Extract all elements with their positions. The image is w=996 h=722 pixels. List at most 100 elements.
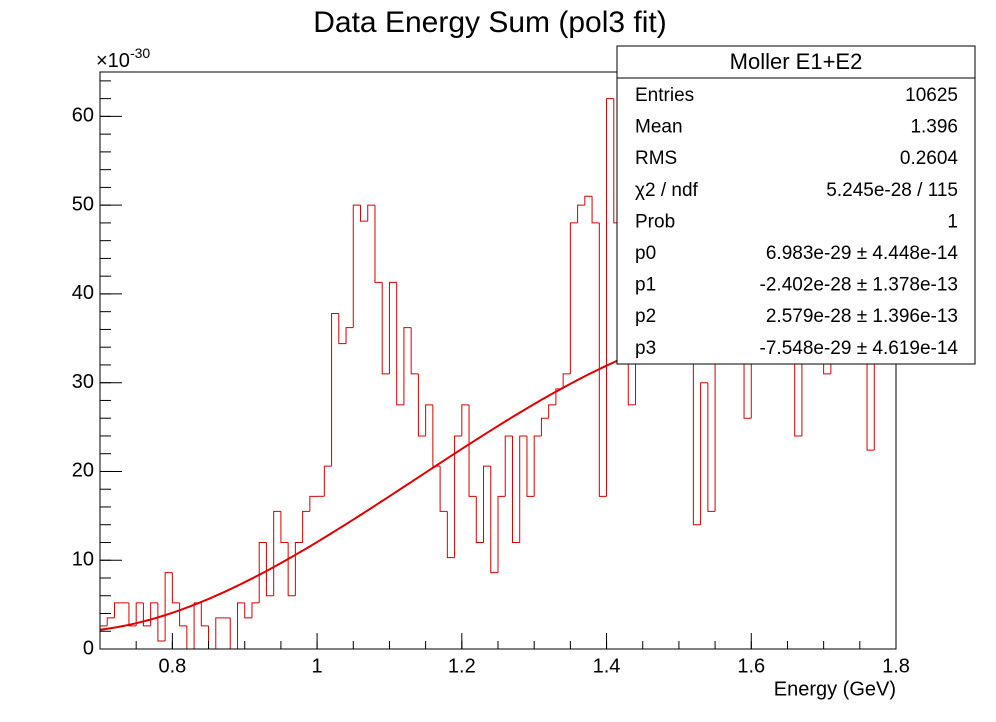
histogram-bin <box>157 602 166 642</box>
histogram-bin <box>113 602 122 618</box>
histogram-bin <box>700 382 708 525</box>
histogram-bin <box>584 195 593 206</box>
stats-label: Prob <box>635 211 675 232</box>
y-tick-label: 10 <box>72 549 94 571</box>
histogram-bin <box>338 313 347 345</box>
histogram-bin <box>410 327 419 375</box>
histogram-bin <box>331 312 339 467</box>
stats-value: 1 <box>947 211 958 232</box>
stats-label: Mean <box>635 117 683 138</box>
histogram-bin <box>100 625 108 649</box>
stats-label: p1 <box>635 275 656 296</box>
stats-value: 1.396 <box>910 117 958 138</box>
chart-title: Data Energy Sum (pol3 fit) <box>313 6 666 39</box>
histogram-bin <box>548 404 556 419</box>
x-tick-label: 1.8 <box>882 655 910 677</box>
histogram-bin <box>606 98 614 497</box>
stats-label: p0 <box>635 243 656 264</box>
histogram-bin <box>171 572 180 604</box>
histogram-bin <box>251 602 260 618</box>
histogram-bin <box>591 196 600 224</box>
histogram-bin <box>497 495 506 573</box>
histogram-bin <box>526 435 535 497</box>
histogram-bin <box>367 204 375 222</box>
x-axis-label: Energy (GeV) <box>774 678 896 700</box>
y-tick-label: 20 <box>72 460 94 482</box>
histogram-bin <box>446 511 455 559</box>
histogram-bin <box>265 542 274 597</box>
stats-label: Entries <box>635 85 694 106</box>
stats-value: -7.548e-29 ± 4.619e-14 <box>760 338 959 359</box>
histogram-bin <box>345 327 354 344</box>
histogram-bin <box>229 617 238 649</box>
histogram-bin <box>562 373 571 389</box>
histogram-bin <box>396 282 404 406</box>
histogram-bin <box>432 404 441 467</box>
histogram-bin <box>519 435 527 543</box>
y-tick-label: 30 <box>72 371 94 393</box>
y-exponent-power: -30 <box>130 45 150 61</box>
histogram-bin <box>236 602 245 649</box>
histogram-bin <box>200 602 209 627</box>
histogram-bin <box>417 373 426 437</box>
stats-label: p2 <box>635 306 656 327</box>
histogram-bin <box>454 435 462 558</box>
x-tick-label: 1.4 <box>593 655 621 677</box>
histogram-bin <box>439 466 448 512</box>
stats-value: 10625 <box>905 85 958 106</box>
histogram-bin <box>150 602 158 626</box>
y-tick-label: 50 <box>72 193 94 215</box>
histogram-bin <box>208 625 216 649</box>
histogram-bin <box>323 465 332 497</box>
stats-label: χ2 / ndf <box>635 180 699 201</box>
y-exponent: ×10-30 <box>96 45 150 73</box>
y-tick-label: 40 <box>72 282 94 304</box>
histogram-bin <box>302 510 310 543</box>
histogram-bin <box>692 356 701 526</box>
x-tick-label: 0.8 <box>158 655 186 677</box>
histogram-bin <box>707 382 716 512</box>
histogram-bin <box>468 404 477 497</box>
x-tick-label: 1 <box>312 655 323 677</box>
stats-value: 2.579e-28 ± 1.396e-13 <box>766 306 958 327</box>
histogram-bin <box>569 222 578 374</box>
histogram-bin <box>352 204 361 328</box>
histogram-bin <box>374 205 383 283</box>
histogram-bin <box>135 602 144 626</box>
histogram-bin <box>511 435 520 543</box>
histogram-bin <box>106 617 115 626</box>
histogram-bin <box>215 617 224 649</box>
histogram-bin <box>287 542 296 597</box>
stats-value: 5.245e-28 / 115 <box>826 180 958 201</box>
histogram-bin <box>403 327 412 405</box>
x-tick-label: 1.6 <box>737 655 765 677</box>
y-tick-label: 60 <box>72 105 94 127</box>
fit-curve <box>100 322 896 631</box>
histogram-bin <box>179 602 187 627</box>
histogram-bin <box>461 404 470 436</box>
stats-title: Moller E1+E2 <box>730 49 863 74</box>
stats-value: -2.402e-28 ± 1.378e-13 <box>760 275 958 296</box>
histogram-bin <box>309 495 318 512</box>
histogram-bin <box>128 602 137 627</box>
histogram-bin <box>388 281 397 374</box>
histogram-bin <box>425 404 433 436</box>
stats-value: 0.2604 <box>900 148 959 169</box>
x-tick-label: 1.2 <box>448 655 476 677</box>
stats-frame <box>616 45 976 365</box>
y-exponent-base: ×10 <box>96 50 130 72</box>
histogram-bin <box>360 205 368 222</box>
histogram-bin <box>533 435 542 497</box>
stats-label: p3 <box>635 338 656 359</box>
stats-value: 6.983e-29 ± 4.448e-14 <box>766 243 959 264</box>
histogram-bin <box>294 541 303 596</box>
histogram-bin <box>540 417 549 436</box>
histogram-bin <box>381 282 390 375</box>
histogram-bin <box>280 511 289 543</box>
histogram-bin <box>504 435 513 497</box>
histogram-bin <box>258 541 267 603</box>
histogram-bin <box>577 204 585 223</box>
y-tick-label: 0 <box>83 637 94 659</box>
histogram-bin <box>186 625 195 649</box>
